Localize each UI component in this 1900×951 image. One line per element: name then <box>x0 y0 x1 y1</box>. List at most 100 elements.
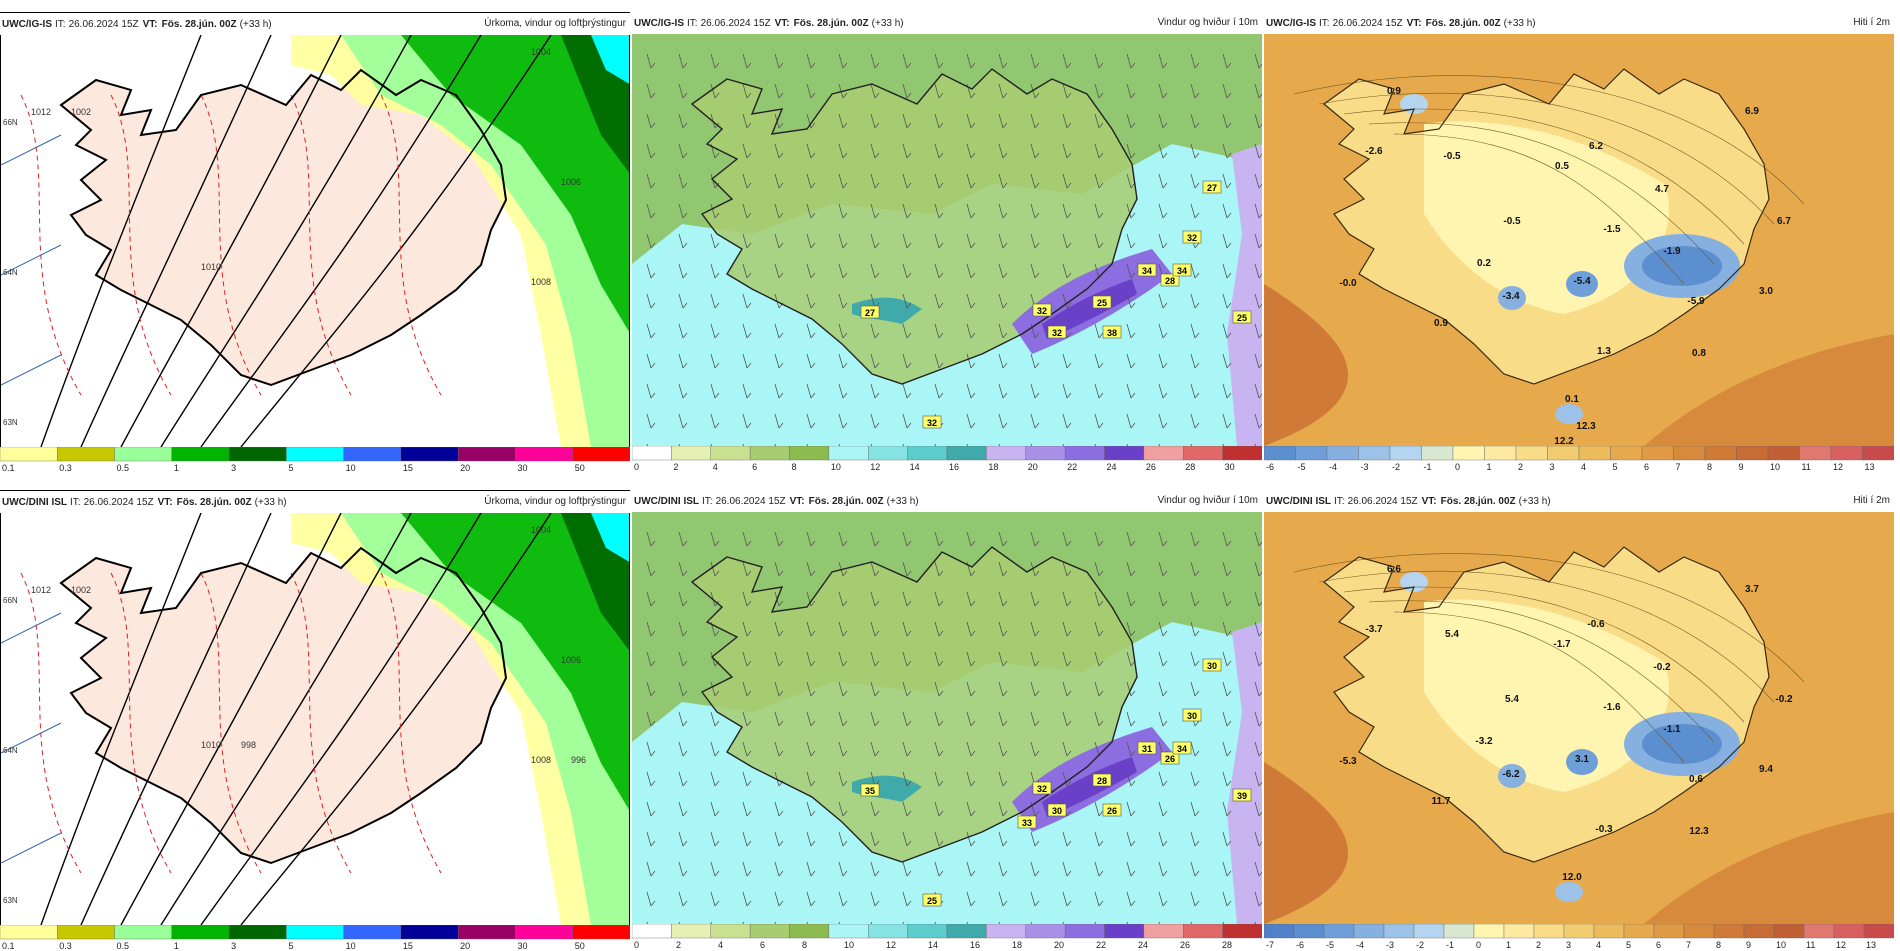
gust-label: 27 <box>860 305 880 319</box>
legend-swatch <box>1222 924 1262 939</box>
lead-time: (+33 h) <box>254 496 287 508</box>
field-title: Hiti í 2m <box>1853 17 1890 28</box>
legend-swatch <box>228 447 287 462</box>
panel-header: UWC/IG-IS IT: 26.06.2024 15Z VT: Fös. 28… <box>0 13 630 35</box>
legend-label: 0.5 <box>117 941 130 951</box>
gust-label: 33 <box>1017 815 1037 829</box>
legend-swatch <box>1743 924 1775 939</box>
legend-label: 13 <box>1866 940 1876 950</box>
legend-label: 0.5 <box>117 463 130 473</box>
legend-label: 12 <box>1836 940 1846 950</box>
svg-text:34: 34 <box>1142 266 1152 276</box>
legend-label: 2 <box>1536 940 1541 950</box>
legend-swatch <box>1863 924 1894 939</box>
legend-label: 8 <box>802 940 807 950</box>
legend-label: 15 <box>403 941 413 951</box>
temperature-map: 0.9 6.9 -2.6 -0.5 0.5 6.2 4.7 -0.5 -1.5 6.7 -1.9 0.… <box>1264 34 1894 446</box>
valid-time: Fös. 28.jún. 00Z <box>1425 17 1501 29</box>
init-time: 26.06.2024 15Z <box>715 495 786 507</box>
legend-label: 8 <box>1716 940 1721 950</box>
svg-text:27: 27 <box>865 308 875 318</box>
svg-text:25: 25 <box>1097 298 1107 308</box>
legend-label: 4 <box>1581 462 1586 472</box>
legend-swatch <box>1358 446 1391 461</box>
svg-text:34: 34 <box>1177 744 1187 754</box>
panel-header: UWC/DINI ISL IT: 26.06.2024 15Z VT: Fös.… <box>0 491 630 513</box>
temperature-value: 11.7 <box>1432 796 1451 807</box>
legend-label: -1 <box>1446 940 1454 950</box>
isobar-label: 1008 <box>531 277 551 287</box>
legend-label: 8 <box>1707 462 1712 472</box>
temperature-value: -0.6 <box>1587 619 1605 630</box>
legend-swatch <box>0 925 58 940</box>
gust-label: 34 <box>1172 741 1192 755</box>
gust-label: 30 <box>1202 658 1222 672</box>
legend-label: 7 <box>1676 462 1681 472</box>
legend-swatch <box>57 447 115 462</box>
temperature-value: 3.1 <box>1575 754 1589 765</box>
legend-label: 13 <box>1865 462 1875 472</box>
gust-label: 32 <box>1047 325 1067 339</box>
legend-label: 28 <box>1222 940 1232 950</box>
legend-label: 2 <box>673 462 678 472</box>
legend-label: 26 <box>1180 940 1190 950</box>
legend-label: 4 <box>718 940 723 950</box>
legend-swatch <box>986 924 1026 939</box>
legend-label: 22 <box>1067 462 1077 472</box>
gust-label: 34 <box>1172 263 1192 277</box>
svg-text:32: 32 <box>1037 306 1047 316</box>
legend-label: 2 <box>1518 462 1523 472</box>
temperature-map: 6.6 3.7 -3.7 5.4 -1.7 -0.6 -0.2 5.4 -1.6 -0.2 -1.1… <box>1264 512 1894 924</box>
init-time: 26.06.2024 15Z <box>83 496 154 508</box>
legend-label: 5 <box>1626 940 1631 950</box>
temperature-value: 6.7 <box>1777 216 1791 227</box>
legend-swatch <box>1413 924 1445 939</box>
field-title: Vindur og hviður í 10m <box>1157 17 1258 28</box>
panel-header: UWC/DINI ISL IT: 26.06.2024 15Z VT: Fös.… <box>632 490 1262 512</box>
legend-swatch <box>1830 446 1863 461</box>
temperature-value: -3.4 <box>1502 291 1520 302</box>
legend-swatch <box>400 447 459 462</box>
legend-swatch <box>1383 924 1415 939</box>
svg-text:32: 32 <box>927 418 937 428</box>
legend-swatch <box>1673 446 1706 461</box>
legend-label: 20 <box>1028 462 1038 472</box>
model-name: UWC/IG-IS <box>1266 17 1316 29</box>
legend-label: 50 <box>575 463 585 473</box>
legend-label: -6 <box>1266 462 1274 472</box>
panel-wind-dini: UWC/DINI ISL IT: 26.06.2024 15Z VT: Fös.… <box>632 490 1262 950</box>
wind-map: 30 30 26 31 28 26 30 32 34 39 35 25 33 <box>632 512 1262 924</box>
legend-label: -2 <box>1416 940 1424 950</box>
legend-label: 12 <box>870 462 880 472</box>
legend-label: -2 <box>1392 462 1400 472</box>
legend-label: 20 <box>1054 940 1064 950</box>
init-time: 26.06.2024 15Z <box>1347 495 1418 507</box>
legend-swatch <box>1563 924 1595 939</box>
isobar-label: 1004 <box>531 47 551 57</box>
svg-text:26: 26 <box>1107 806 1117 816</box>
gust-label: 34 <box>1137 263 1157 277</box>
legend-swatch <box>710 446 751 461</box>
legend-label: -3 <box>1361 462 1369 472</box>
legend-swatch <box>343 447 402 462</box>
legend-label: 20 <box>460 463 470 473</box>
legend-swatch <box>749 924 790 939</box>
svg-text:39: 39 <box>1237 791 1247 801</box>
legend-label: 1 <box>174 941 179 951</box>
temperature-value: 0.1 <box>1565 394 1579 405</box>
latitude-label: 66N <box>3 596 18 605</box>
temperature-value: -1.5 <box>1603 224 1621 235</box>
legend-label: 14 <box>910 462 920 472</box>
legend-swatch <box>57 925 115 940</box>
gust-label: 32 <box>1032 781 1052 795</box>
gust-label: 25 <box>1232 310 1252 324</box>
valid-label: VT: <box>142 18 158 30</box>
legend-swatch <box>1610 446 1643 461</box>
temperature-legend: -7 -6 -5 -4 -3 -2 -1 0 1 2 3 4 5 6 7 8 9 10 11 12 13 <box>1264 924 1894 950</box>
svg-text:25: 25 <box>1237 313 1247 323</box>
legend-swatch <box>1713 924 1745 939</box>
legend-label: -5 <box>1326 940 1334 950</box>
temperature-value: -1.6 <box>1603 702 1621 713</box>
svg-text:30: 30 <box>1052 806 1062 816</box>
legend-label: 11 <box>1806 940 1815 950</box>
